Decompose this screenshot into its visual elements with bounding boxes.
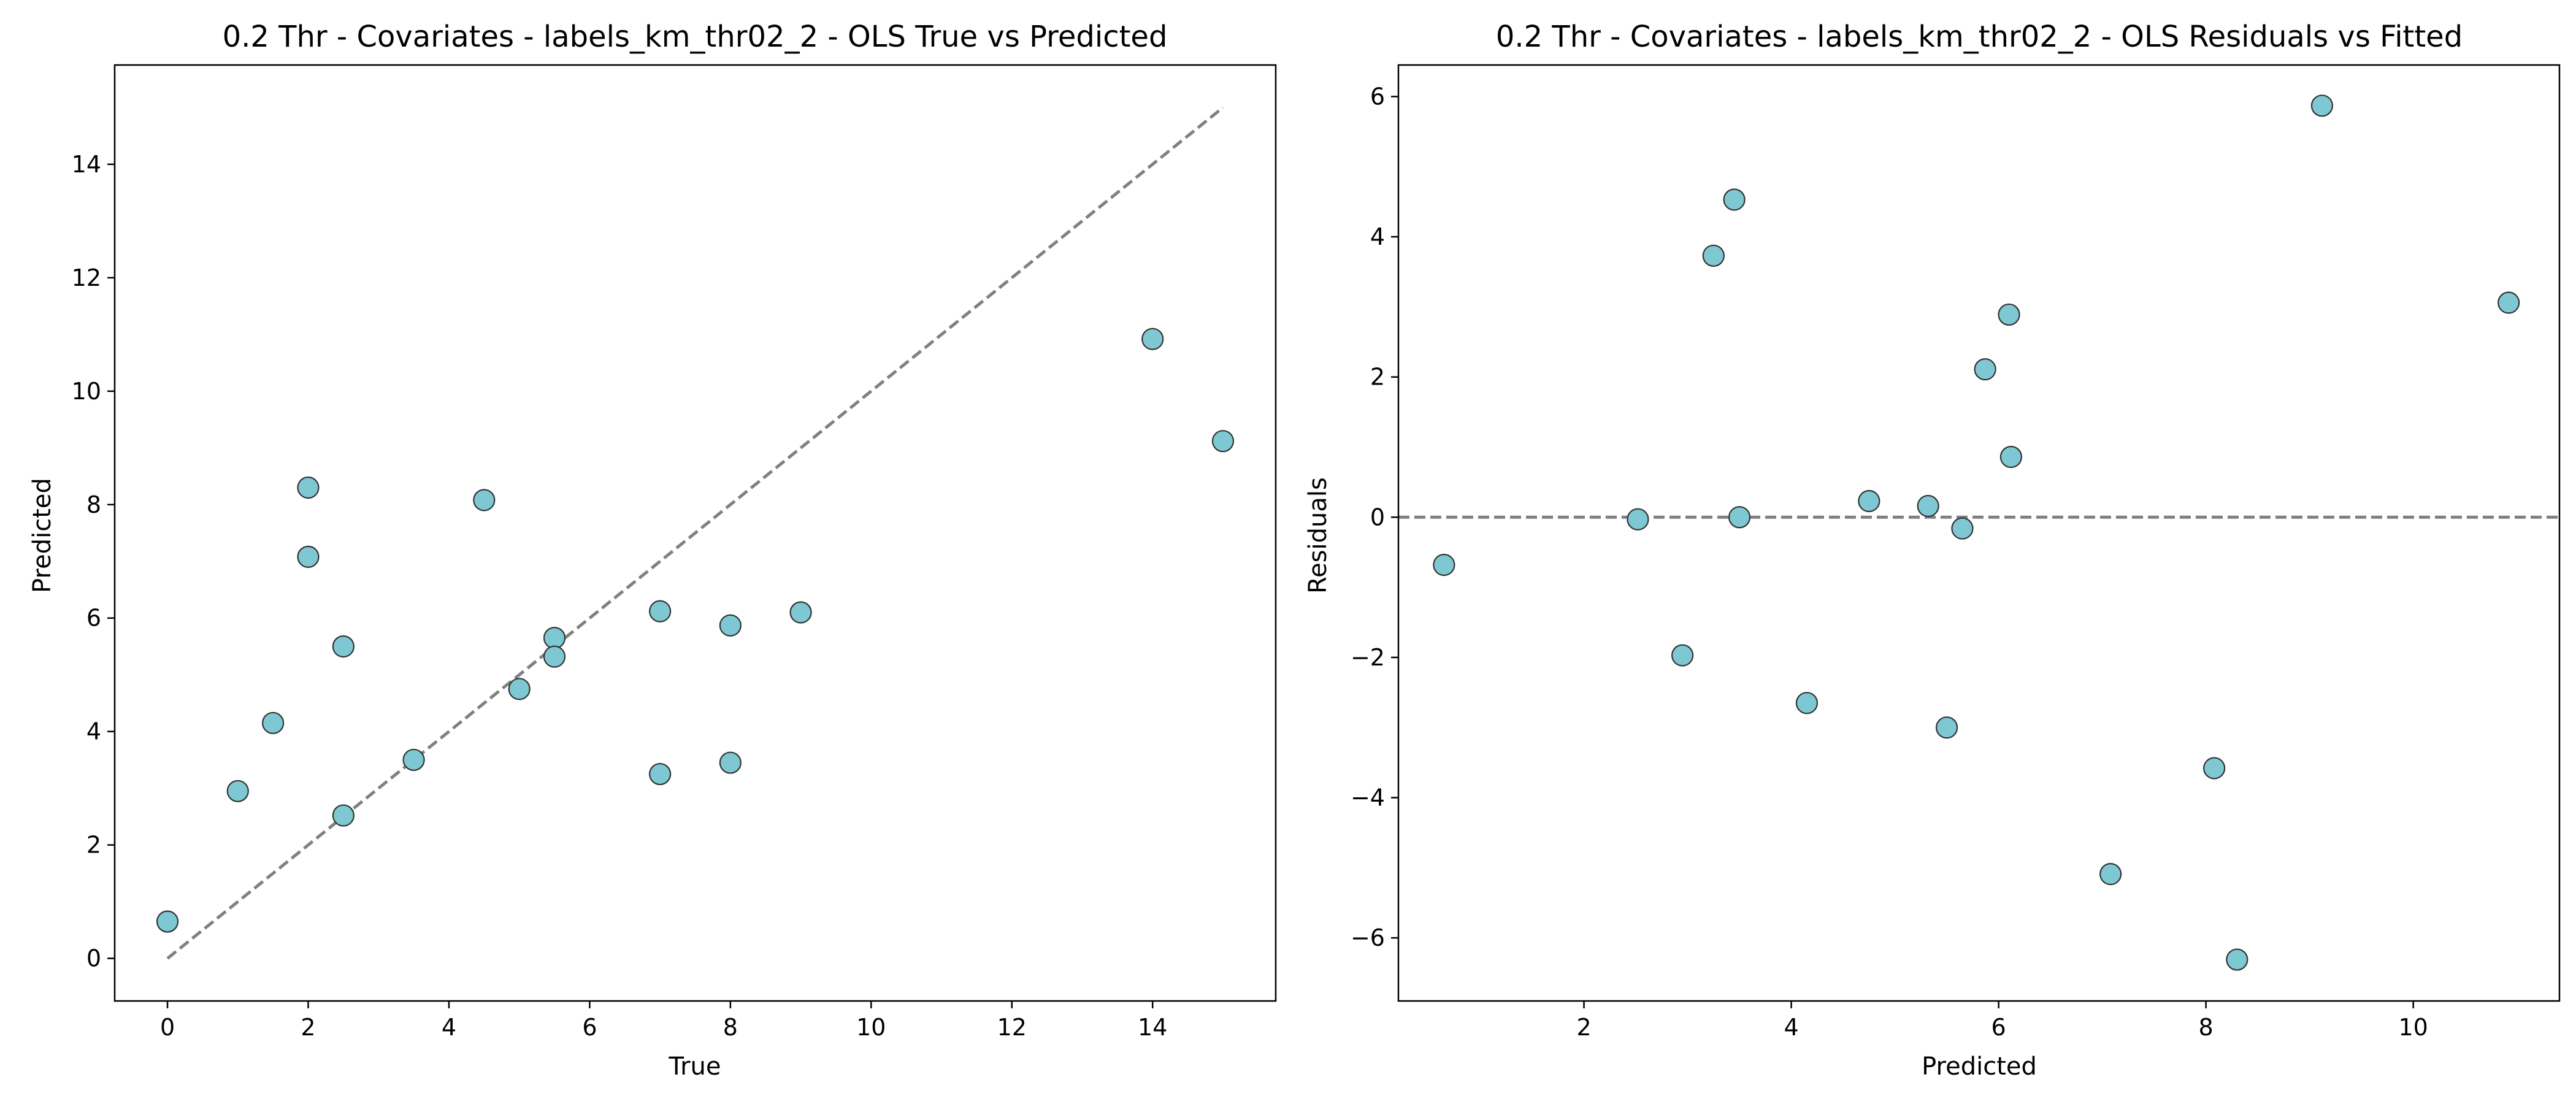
residuals-vs-fitted-y-axis-label: Residuals — [1304, 477, 1332, 594]
residuals-vs-fitted-data-point — [1999, 445, 2022, 469]
true-vs-predicted-x-tick-label: 12 — [997, 1014, 1027, 1041]
residuals-vs-fitted-data-point — [1728, 506, 1751, 529]
true-vs-predicted-data-point — [262, 711, 285, 734]
residuals-vs-fitted-y-tick-label: −2 — [1351, 644, 1385, 671]
true-vs-predicted-data-point — [156, 910, 179, 933]
true-vs-predicted-y-tick-label: 8 — [86, 491, 101, 518]
residuals-vs-fitted-ticks: 2 4 6 8 10 −6 −4 −2 0 2 4 6 — [1351, 83, 2428, 1041]
residuals-vs-fitted-x-tick-label: 2 — [1576, 1014, 1591, 1041]
residuals-vs-fitted-y-tick-label: 0 — [1370, 504, 1385, 531]
true-vs-predicted-x-axis-label: True — [669, 1052, 721, 1081]
true-vs-predicted-data-point — [649, 762, 672, 786]
residuals-vs-fitted-data-point — [1723, 188, 1746, 211]
true-vs-predicted-y-tick-label: 14 — [72, 151, 101, 178]
true-vs-predicted-points — [156, 328, 1235, 933]
residuals-vs-fitted-plot-area — [1397, 64, 2561, 1002]
true-vs-predicted-data-point — [226, 780, 249, 802]
residuals-vs-fitted-data-point — [1936, 716, 1958, 739]
true-vs-predicted-data-point — [297, 476, 320, 499]
true-vs-predicted-y-axis-label: Predicted — [28, 478, 56, 593]
residuals-vs-fitted-x-axis-label: Predicted — [1922, 1052, 2037, 1081]
true-vs-predicted-data-point — [332, 635, 355, 658]
residuals-vs-fitted-data-point — [1951, 517, 1974, 540]
true-vs-predicted-y-tick-label: 6 — [86, 605, 101, 632]
residuals-vs-fitted-y-tick-label: 2 — [1370, 364, 1385, 391]
residuals-vs-fitted-data-point — [2203, 757, 2226, 780]
residuals-vs-fitted-x-tick-label: 10 — [2399, 1014, 2428, 1041]
true-vs-predicted-data-point — [473, 489, 496, 512]
residuals-vs-fitted-y-tick-label: 4 — [1370, 223, 1385, 250]
residuals-vs-fitted-y-tick-label: 6 — [1370, 83, 1385, 110]
true-vs-predicted-x-tick-label: 2 — [301, 1014, 315, 1041]
true-vs-predicted-x-tick-label: 10 — [856, 1014, 886, 1041]
residuals-vs-fitted-data-point — [2497, 291, 2520, 314]
true-vs-predicted-x-tick-label: 0 — [160, 1014, 175, 1041]
true-vs-predicted-data-point — [789, 601, 812, 624]
residuals-vs-fitted-data-point — [1702, 244, 1725, 267]
residuals-vs-fitted-panel: 0.2 Thr - Covariates - labels_km_thr02_2… — [1304, 20, 2561, 1081]
residuals-vs-fitted-data-point — [1917, 494, 1939, 518]
residuals-vs-fitted-data-point — [2226, 948, 2248, 971]
residuals-vs-fitted-data-point — [2099, 863, 2122, 886]
true-vs-predicted-data-point — [543, 626, 566, 650]
true-vs-predicted-x-tick-label: 4 — [442, 1014, 456, 1041]
true-vs-predicted-y-tick-label: 4 — [86, 718, 101, 745]
residuals-vs-fitted-data-point — [1974, 358, 1996, 381]
true-vs-predicted-data-point — [649, 600, 672, 623]
true-vs-predicted-x-tick-label: 6 — [582, 1014, 597, 1041]
true-vs-predicted-data-point — [543, 645, 566, 668]
true-vs-predicted-data-point — [719, 614, 742, 637]
residuals-vs-fitted-data-point — [1671, 644, 1694, 667]
true-vs-predicted-x-tick-label: 14 — [1138, 1014, 1167, 1041]
true-vs-predicted-x-tick-label: 8 — [723, 1014, 738, 1041]
residuals-vs-fitted-y-tick-label: −4 — [1351, 784, 1385, 811]
true-vs-predicted-title: 0.2 Thr - Covariates - labels_km_thr02_2… — [223, 20, 1168, 54]
residuals-vs-fitted-data-point — [1998, 303, 2020, 326]
true-vs-predicted-plot-area — [113, 64, 1277, 1002]
residuals-vs-fitted-data-point — [1858, 489, 1880, 513]
true-vs-predicted-data-point — [297, 545, 320, 568]
residuals-vs-fitted-data-point — [2310, 94, 2334, 117]
true-vs-predicted-data-point — [508, 678, 531, 700]
residuals-vs-fitted-data-point — [1627, 508, 1649, 531]
residuals-vs-fitted-data-point — [1433, 553, 1455, 577]
true-vs-predicted-data-point — [332, 804, 355, 827]
true-vs-predicted-data-point — [1211, 430, 1235, 453]
residuals-vs-fitted-x-tick-label: 4 — [1784, 1014, 1798, 1041]
true-vs-predicted-y-tick-label: 10 — [72, 378, 101, 405]
true-vs-predicted-y-tick-label: 12 — [72, 264, 101, 291]
true-vs-predicted-data-point — [719, 751, 742, 774]
true-vs-predicted-data-point — [402, 748, 425, 772]
residuals-vs-fitted-data-point — [1795, 692, 1819, 715]
residuals-vs-fitted-y-tick-label: −6 — [1351, 924, 1385, 951]
true-vs-predicted-panel: 0.2 Thr - Covariates - labels_km_thr02_2… — [28, 20, 1277, 1081]
true-vs-predicted-y-tick-label: 2 — [86, 832, 101, 859]
residuals-vs-fitted-x-tick-label: 6 — [1991, 1014, 2006, 1041]
true-vs-predicted-y-tick-label: 0 — [86, 945, 101, 972]
residuals-vs-fitted-x-tick-label: 8 — [2199, 1014, 2214, 1041]
true-vs-predicted-ticks: 0 2 4 6 8 10 12 14 0 2 4 6 8 10 12 14 — [72, 151, 1168, 1041]
true-vs-predicted-data-point — [1141, 328, 1164, 350]
residuals-vs-fitted-title: 0.2 Thr - Covariates - labels_km_thr02_2… — [1496, 20, 2463, 54]
residuals-vs-fitted-points — [1433, 94, 2520, 971]
